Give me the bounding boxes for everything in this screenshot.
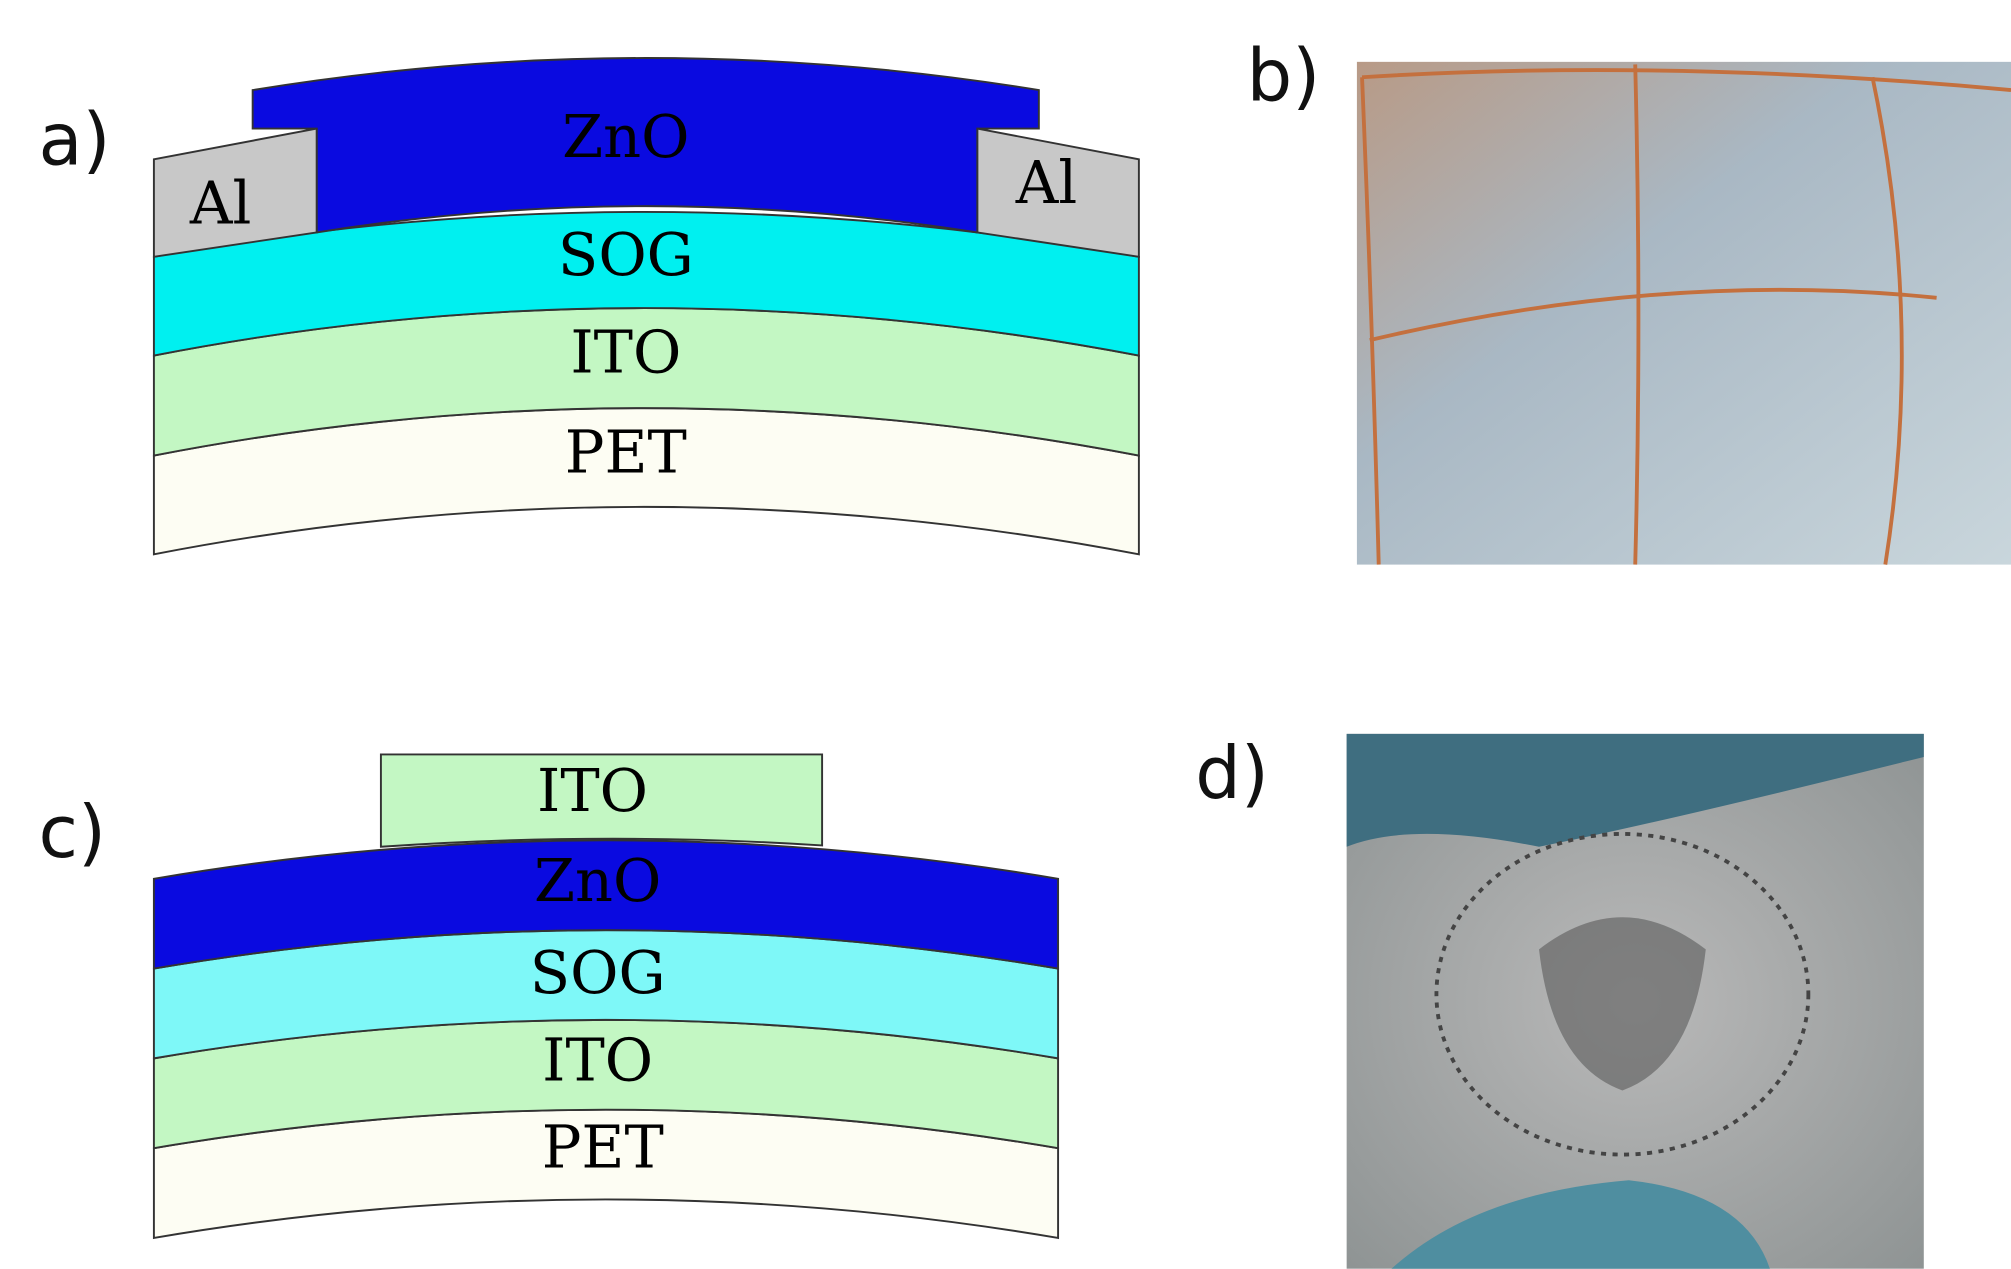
panel-b: b)	[1247, 33, 2011, 564]
layer-label: SOG	[558, 220, 694, 289]
layer-label: PET	[542, 1113, 664, 1182]
panel-label: b)	[1247, 33, 1321, 117]
layer-label: ITO	[537, 756, 648, 825]
panel-label: d)	[1195, 731, 1269, 815]
layer-label: Al	[189, 169, 251, 238]
photo	[1357, 62, 2011, 565]
layer-label: PET	[565, 417, 687, 486]
layer-label: ITO	[542, 1025, 653, 1094]
figure: a) Al ZnO Al SOG ITO PET b) c) ITO ZnO S…	[0, 0, 2011, 1269]
layer-label: ITO	[570, 317, 681, 386]
layer-label: Al	[1015, 148, 1077, 217]
panel-d: d)	[1195, 731, 1923, 1269]
panel-c: c) ITO ZnO SOG ITO PET	[38, 754, 1058, 1238]
layer-label: ZnO	[562, 102, 689, 171]
layer-label: SOG	[530, 938, 666, 1007]
panel-a: a) Al ZnO Al SOG ITO PET	[38, 58, 1138, 554]
panel-label: c)	[38, 790, 105, 874]
layer-label: ZnO	[534, 846, 661, 915]
panel-label: a)	[38, 97, 110, 181]
